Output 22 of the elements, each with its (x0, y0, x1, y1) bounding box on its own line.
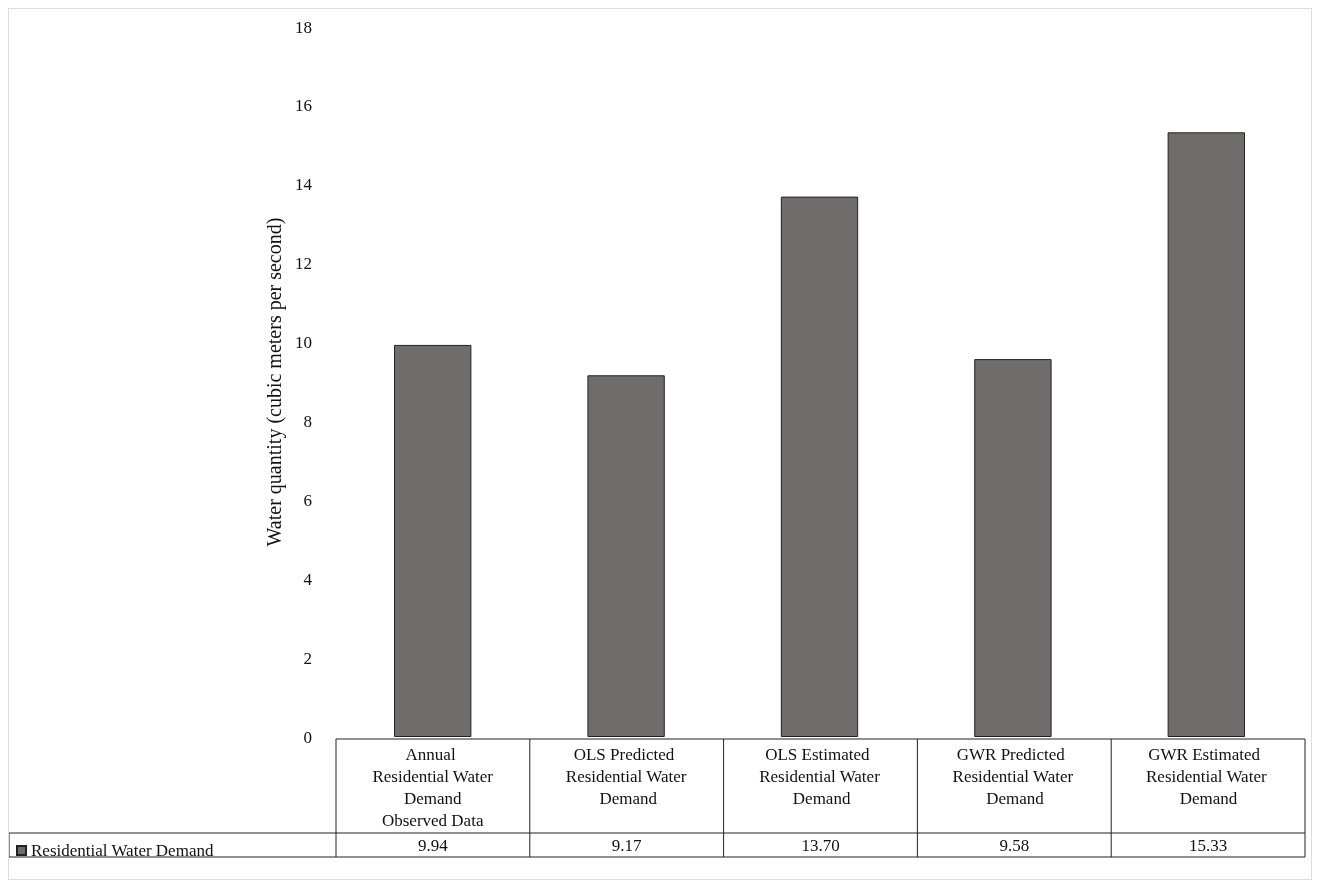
x-tick-label: GWR Estimated Residential Water Demand (1146, 744, 1267, 808)
data-label: 9.94 (418, 835, 449, 855)
x-tick-label: GWR Predicted Residential Water Demand (952, 744, 1074, 808)
y-tick-label: 14 (295, 175, 313, 195)
y-tick-label: 2 (303, 648, 312, 668)
data-label: 9.17 (611, 835, 643, 855)
y-tick-label: 8 (303, 411, 312, 431)
y-tick-label: 4 (303, 569, 313, 589)
x-tick-label: OLS Predicted Residential Water Demand (565, 744, 687, 808)
x-tick-label: Annual Residential Water Demand Observed Data (372, 744, 494, 830)
data-label: 15.33 (1188, 835, 1228, 855)
y-tick-label: 0 (303, 727, 312, 747)
y-tick-label: 18 (295, 17, 312, 37)
data-label: 9.58 (999, 835, 1030, 855)
x-tick-label: OLS Estimated Residential Water Demand (759, 744, 881, 808)
y-tick-label: 10 (295, 333, 312, 353)
y-axis-title: Water quantity (cubic meters per second) (263, 217, 287, 547)
legend-label: Residential Water Demand (31, 841, 214, 860)
y-tick-label: 6 (303, 490, 312, 510)
y-tick-label: 12 (295, 254, 312, 274)
y-tick-label: 16 (295, 96, 312, 116)
data-label: 13.70 (801, 835, 840, 855)
